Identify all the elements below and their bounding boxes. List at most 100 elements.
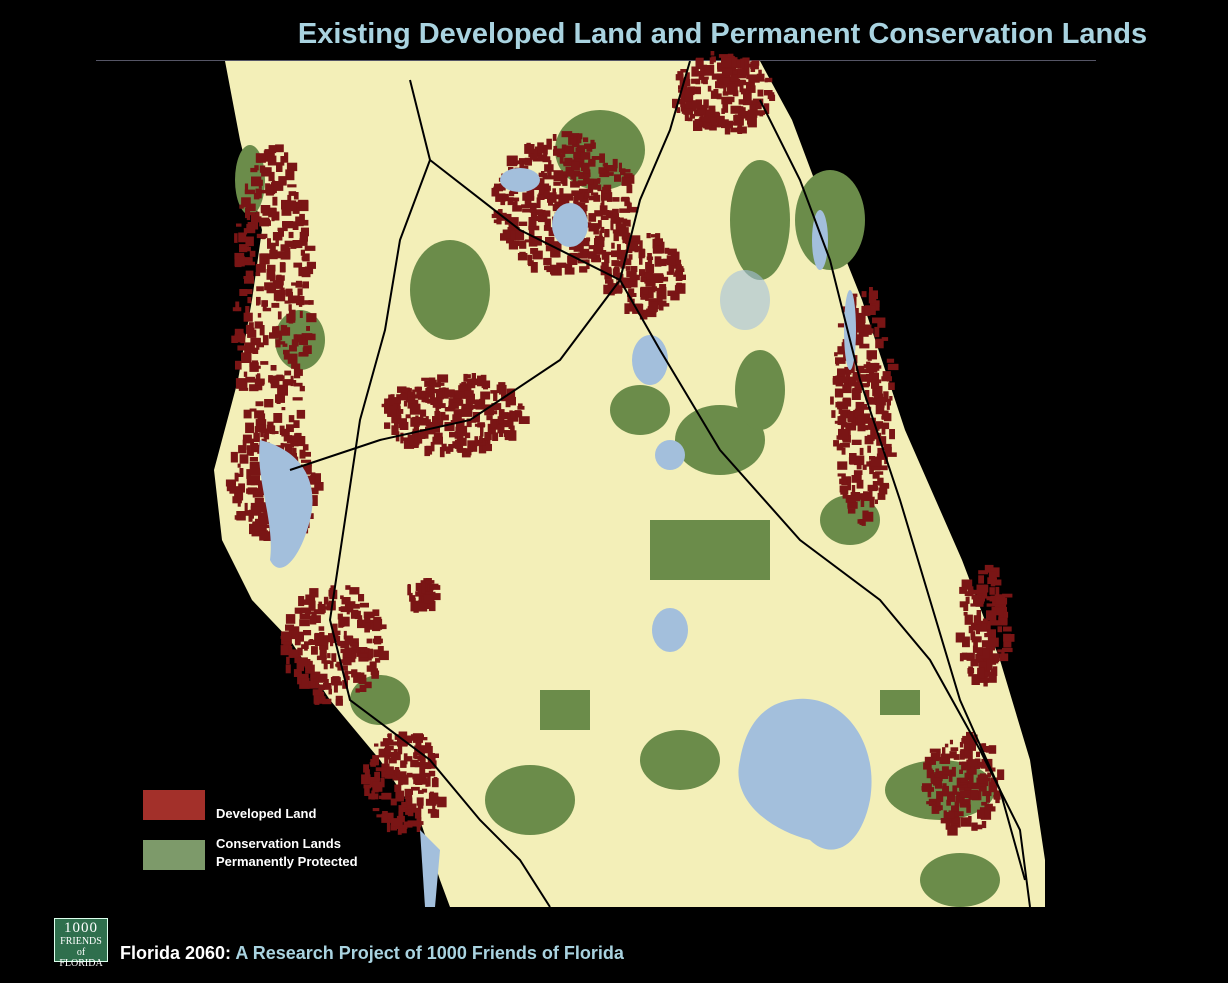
developed-patch: [270, 365, 277, 371]
developed-patch: [280, 325, 288, 336]
developed-patch: [591, 257, 601, 263]
developed-patch: [867, 362, 878, 373]
developed-patch: [740, 58, 746, 69]
developed-patch: [263, 517, 274, 525]
developed-patch: [715, 124, 720, 128]
developed-patch: [401, 801, 407, 808]
developed-patch: [759, 111, 764, 117]
developed-patch: [745, 63, 755, 68]
developed-patch: [514, 230, 525, 240]
developed-patch: [235, 378, 246, 389]
developed-patch: [282, 343, 288, 347]
developed-patch: [978, 761, 986, 768]
developed-patch: [703, 116, 708, 127]
developed-patch: [734, 114, 740, 121]
developed-patch: [421, 377, 431, 381]
legend-label-line: Conservation Lands: [216, 836, 341, 851]
developed-patch: [724, 124, 731, 135]
developed-patch: [407, 820, 418, 827]
developed-patch: [963, 602, 969, 611]
developed-patch: [293, 669, 302, 677]
developed-patch: [767, 92, 775, 100]
developed-patch: [255, 426, 261, 433]
developed-patch: [456, 391, 467, 399]
developed-patch: [299, 385, 305, 392]
developed-patch: [616, 272, 623, 276]
developed-patch: [267, 155, 277, 166]
developed-patch: [934, 780, 943, 789]
developed-patch: [886, 400, 890, 410]
developed-patch: [282, 221, 294, 229]
developed-patch: [866, 350, 877, 360]
developed-patch: [486, 415, 493, 421]
developed-patch: [250, 443, 259, 453]
developed-patch: [854, 408, 863, 418]
developed-patch: [677, 101, 686, 105]
developed-patch: [850, 293, 858, 297]
developed-patch: [564, 267, 575, 275]
developed-patch: [236, 511, 246, 521]
developed-patch: [991, 629, 995, 640]
developed-patch: [965, 596, 970, 604]
developed-patch: [270, 379, 280, 389]
developed-patch: [604, 210, 610, 215]
developed-patch: [396, 815, 405, 823]
developed-patch: [434, 382, 441, 388]
developed-patch: [397, 743, 403, 755]
developed-patch: [597, 184, 602, 192]
developed-patch: [950, 747, 959, 751]
developed-patch: [404, 788, 413, 799]
developed-patch: [255, 211, 260, 221]
developed-patch: [410, 734, 417, 738]
developed-patch: [604, 273, 612, 280]
developed-patch: [546, 265, 552, 273]
developed-patch: [597, 220, 602, 228]
developed-patch: [842, 488, 848, 499]
developed-patch: [305, 664, 315, 674]
developed-patch: [231, 335, 238, 343]
developed-patch: [399, 774, 409, 785]
developed-patch: [312, 689, 323, 696]
developed-patch: [342, 653, 351, 661]
developed-patch: [510, 230, 516, 241]
developed-patch: [474, 399, 482, 408]
developed-patch: [267, 238, 271, 249]
developed-patch: [847, 476, 851, 487]
developed-patch: [851, 475, 862, 483]
developed-patch: [250, 167, 258, 173]
developed-patch: [430, 441, 435, 452]
developed-patch: [869, 467, 874, 475]
developed-patch: [722, 78, 730, 82]
developed-patch: [978, 584, 988, 593]
developed-patch: [654, 238, 663, 248]
developed-patch: [834, 352, 838, 357]
developed-patch: [868, 372, 879, 383]
developed-patch: [316, 655, 322, 661]
developed-patch: [461, 408, 473, 417]
developed-patch: [244, 502, 248, 513]
developed-patch: [260, 427, 267, 431]
developed-patch: [297, 436, 306, 447]
developed-patch: [627, 206, 639, 213]
developed-patch: [495, 193, 506, 202]
developed-patch: [598, 167, 604, 174]
developed-patch: [424, 580, 428, 588]
developed-patch: [553, 170, 563, 181]
developed-patch: [976, 610, 981, 617]
developed-patch: [986, 777, 991, 782]
developed-patch: [245, 236, 254, 247]
developed-patch: [639, 240, 643, 250]
developed-patch: [507, 197, 514, 206]
developed-patch: [584, 192, 590, 199]
legend-label: Conservation Lands Permanently Protected: [216, 835, 358, 871]
developed-patch: [300, 607, 311, 613]
developed-patch: [959, 769, 963, 774]
developed-patch: [583, 137, 589, 143]
developed-patch: [532, 250, 543, 260]
developed-patch: [942, 747, 946, 758]
developed-patch: [973, 598, 983, 607]
developed-patch: [249, 362, 259, 372]
developed-patch: [929, 748, 941, 753]
developed-patch: [548, 200, 554, 206]
developed-patch: [1003, 637, 1012, 648]
